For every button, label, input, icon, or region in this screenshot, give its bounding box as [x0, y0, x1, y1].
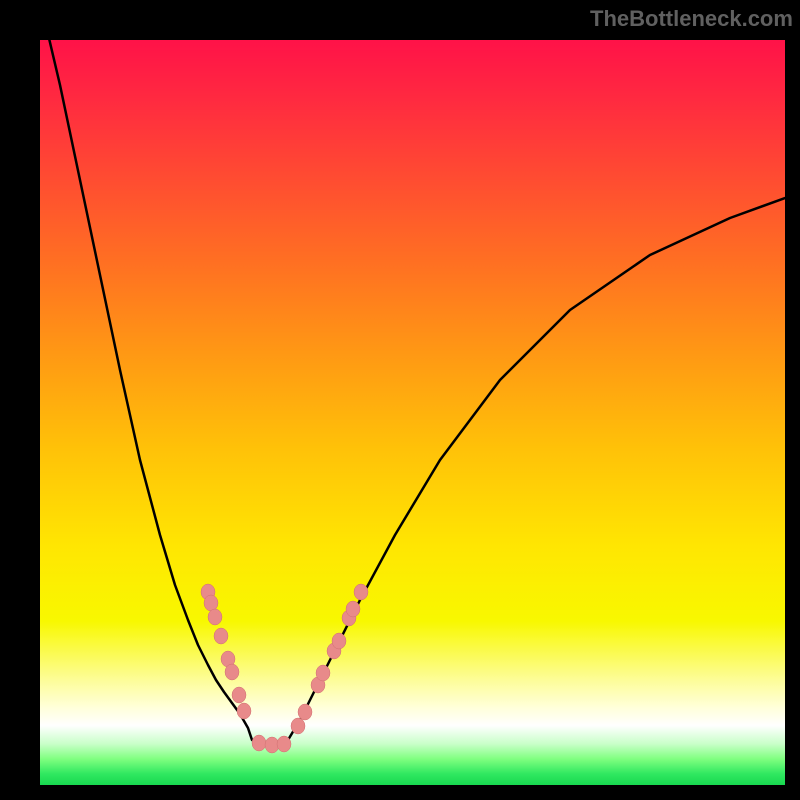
data-marker — [204, 595, 218, 611]
data-marker — [237, 703, 251, 719]
data-marker — [354, 584, 368, 600]
data-marker — [332, 633, 346, 649]
data-marker — [208, 609, 222, 625]
data-marker — [232, 687, 246, 703]
plot-background — [40, 40, 785, 785]
data-marker — [346, 601, 360, 617]
data-marker — [225, 664, 239, 680]
data-marker — [252, 735, 266, 751]
data-marker — [316, 665, 330, 681]
chart-container: TheBottleneck.com — [0, 0, 800, 800]
data-marker — [277, 736, 291, 752]
data-marker — [291, 718, 305, 734]
bottleneck-chart — [0, 0, 800, 800]
data-marker — [214, 628, 228, 644]
watermark-text: TheBottleneck.com — [590, 6, 793, 32]
data-marker — [298, 704, 312, 720]
